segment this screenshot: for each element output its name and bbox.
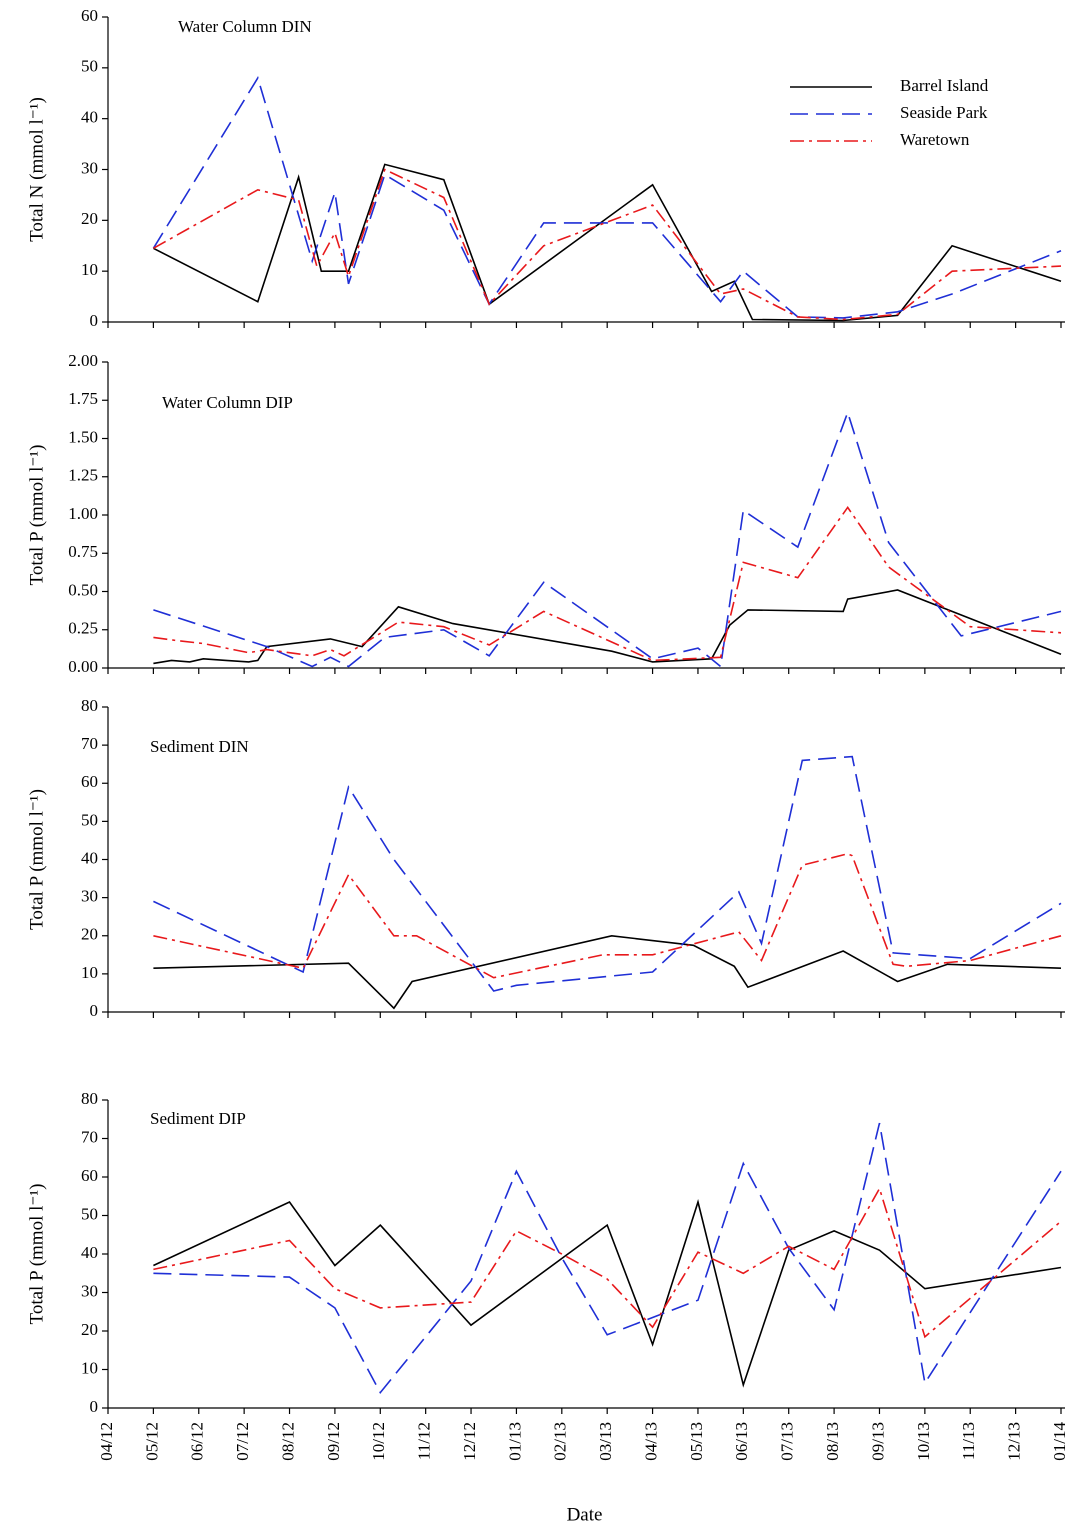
x-tick-label: 09/12 <box>324 1422 343 1461</box>
y-axis-label: Total P (mmol l⁻¹) <box>26 1184 47 1325</box>
y-tick-label: 70 <box>81 1127 98 1146</box>
panel-title: Water Column DIP <box>162 393 293 412</box>
y-tick-label: 20 <box>81 1320 98 1339</box>
x-tick-label: 05/12 <box>142 1422 161 1461</box>
data-line <box>153 1186 1062 1339</box>
y-tick-label: 1.25 <box>68 466 98 485</box>
y-tick-label: 30 <box>81 158 98 177</box>
y-tick-label: 30 <box>81 1281 98 1300</box>
data-line <box>153 168 1062 321</box>
data-line <box>153 410 1062 669</box>
y-tick-label: 10 <box>81 1358 98 1377</box>
x-tick-label: 08/13 <box>823 1422 842 1461</box>
x-tick-label: 10/13 <box>914 1422 933 1461</box>
y-tick-label: 20 <box>81 925 98 944</box>
x-tick-label: 10/12 <box>369 1422 388 1461</box>
data-line <box>153 1199 1062 1388</box>
x-tick-label: 07/13 <box>778 1422 797 1461</box>
x-tick-label: 11/12 <box>415 1422 434 1460</box>
y-tick-label: 50 <box>81 1204 98 1223</box>
data-line <box>153 506 1062 662</box>
data-line <box>153 755 1062 992</box>
legend-label: Barrel Island <box>900 76 989 95</box>
y-tick-label: 80 <box>81 696 98 715</box>
x-tick-label: 12/12 <box>460 1422 479 1461</box>
x-tick-label: 11/13 <box>959 1422 978 1460</box>
data-line <box>153 934 1062 1010</box>
data-line <box>153 163 1062 322</box>
y-tick-label: 50 <box>81 810 98 829</box>
x-tick-label: 12/13 <box>1005 1422 1024 1461</box>
x-tick-label: 04/12 <box>97 1422 116 1461</box>
y-tick-label: 80 <box>81 1089 98 1108</box>
data-line <box>152 76 1062 319</box>
y-tick-label: 60 <box>81 772 98 791</box>
y-tick-label: 0 <box>90 1397 99 1416</box>
y-tick-label: 0.50 <box>68 580 98 599</box>
y-tick-label: 60 <box>81 1166 98 1185</box>
y-tick-label: 0 <box>90 311 99 330</box>
x-tick-label: 09/13 <box>868 1422 887 1461</box>
y-tick-label: 0 <box>90 1001 99 1020</box>
y-axis-label: Total P (mmol l⁻¹) <box>26 789 47 930</box>
y-tick-label: 70 <box>81 734 98 753</box>
y-tick-label: 10 <box>81 260 98 279</box>
x-tick-label: 05/13 <box>687 1422 706 1461</box>
x-tick-label: 06/12 <box>188 1422 207 1461</box>
y-tick-label: 0.75 <box>68 542 98 561</box>
y-tick-label: 1.75 <box>68 389 98 408</box>
x-tick-label: 08/12 <box>278 1422 297 1461</box>
x-tick-label: 03/13 <box>596 1422 615 1461</box>
y-axis-label: Total P (mmol l⁻¹) <box>26 445 47 586</box>
x-tick-label: 01/14 <box>1050 1422 1069 1461</box>
y-tick-label: 2.00 <box>68 351 98 370</box>
y-tick-label: 10 <box>81 963 98 982</box>
x-tick-label: 02/13 <box>551 1422 570 1461</box>
y-tick-label: 20 <box>81 209 98 228</box>
y-tick-label: 40 <box>81 1243 98 1262</box>
legend-label: Seaside Park <box>900 103 988 122</box>
y-tick-label: 1.50 <box>68 427 98 446</box>
y-tick-label: 40 <box>81 848 98 867</box>
y-tick-label: 30 <box>81 887 98 906</box>
y-tick-label: 60 <box>81 6 98 25</box>
legend-label: Waretown <box>900 130 970 149</box>
x-tick-label: 04/13 <box>641 1422 660 1461</box>
y-axis-label: Total N (mmol l⁻¹) <box>26 97 47 242</box>
panel-title: Sediment DIP <box>150 1109 246 1128</box>
y-tick-label: 50 <box>81 57 98 76</box>
x-tick-label: 07/12 <box>233 1422 252 1461</box>
y-tick-label: 0.00 <box>68 657 98 676</box>
panel-title: Sediment DIN <box>150 737 249 756</box>
data-line <box>153 589 1062 665</box>
y-tick-label: 40 <box>81 108 98 127</box>
data-line <box>153 1122 1062 1395</box>
y-tick-label: 0.25 <box>68 619 98 638</box>
x-tick-label: 01/13 <box>505 1422 524 1461</box>
x-axis-label: Date <box>567 1504 603 1525</box>
data-line <box>153 852 1062 979</box>
panel-title: Water Column DIN <box>178 17 312 36</box>
y-tick-label: 1.00 <box>68 504 98 523</box>
x-tick-label: 06/13 <box>732 1422 751 1461</box>
